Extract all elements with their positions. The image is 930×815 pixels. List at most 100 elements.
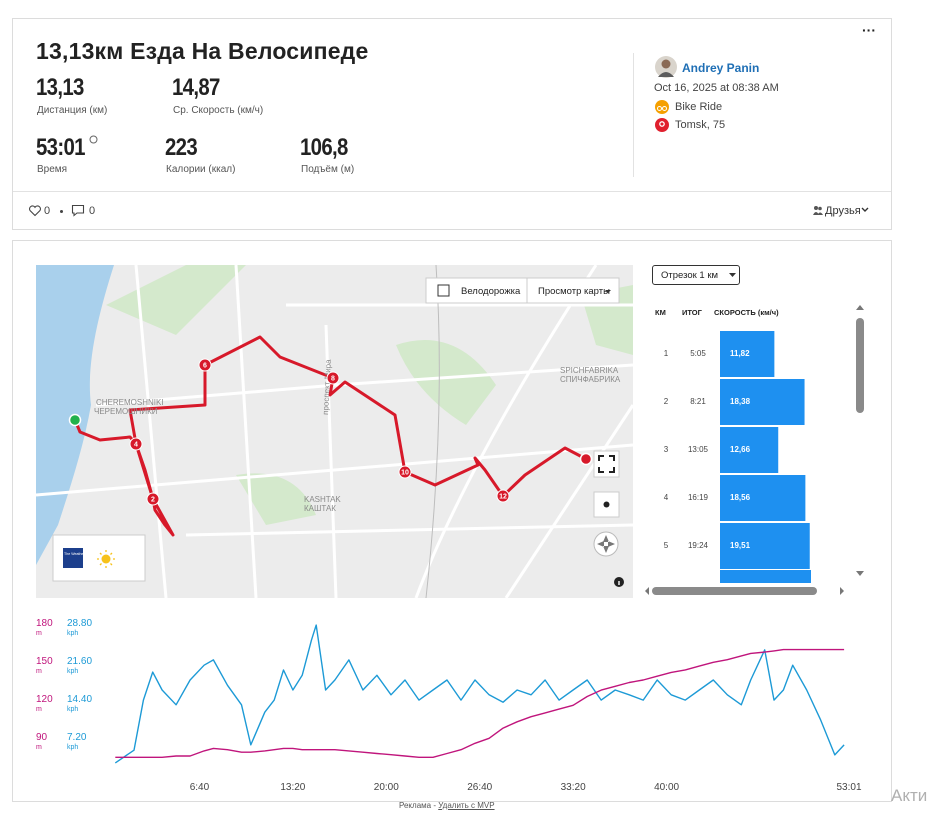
separator: [60, 210, 63, 213]
divider: [633, 53, 634, 177]
split-header: ИТОГ: [682, 308, 702, 317]
sun-icon: [101, 554, 111, 564]
y2-unit: m: [36, 744, 42, 751]
route: [73, 335, 587, 537]
fullscreen-button[interactable]: [593, 450, 620, 478]
start-marker: [68, 413, 82, 427]
km-marker-label: 2: [151, 497, 155, 504]
location-icon: [655, 118, 669, 132]
map-label: KASHTAK: [304, 495, 341, 504]
map-label: CHEREMOSHNIKI: [96, 398, 164, 407]
y2-tick-label: 90: [36, 732, 48, 743]
kudos-count: 0: [44, 205, 51, 217]
rail: [425, 265, 440, 598]
y2-unit: m: [36, 630, 42, 637]
split-speed: 12,66: [730, 445, 751, 454]
caret: [729, 273, 736, 277]
km-marker: [398, 465, 412, 479]
kudos-icon[interactable]: [28, 204, 42, 217]
split-bar: [720, 331, 775, 377]
y-unit: kph: [67, 744, 78, 751]
footer: Реклама - Удалить с MVP: [399, 801, 495, 810]
split-time: 16:19: [688, 493, 709, 502]
stat-label: Калории (ккал): [166, 164, 236, 175]
map[interactable]: CHEREMOSHNIKI ЧЕРЕМОШНИКИ проспект Мира …: [36, 265, 633, 598]
map-label: КАШТАК: [304, 504, 336, 513]
hscrollbar-thumb[interactable]: [652, 587, 817, 595]
weather-logo: [63, 548, 83, 568]
km-marker-label: 10: [401, 470, 409, 477]
split-speed: 18,38: [730, 397, 751, 406]
stat-value: 13,13: [36, 74, 84, 101]
watermark: Акти: [891, 786, 928, 805]
x-tick-label: 6:40: [190, 782, 210, 793]
split-bar: [720, 379, 805, 425]
activity-date: Oct 16, 2025 at 08:38 AM: [654, 82, 779, 94]
divider: [13, 191, 891, 192]
compass-button[interactable]: [593, 531, 619, 557]
activity-card: [12, 18, 892, 230]
split-bar: [720, 523, 810, 569]
activity-title: 13,13км Езда На Велосипеде: [36, 38, 369, 64]
stat-value: 14,87: [172, 74, 220, 101]
profile-line: [115, 648, 845, 758]
checkbox[interactable]: [437, 284, 450, 297]
km-marker: [326, 371, 340, 385]
y2-tick-label: 150: [36, 656, 53, 667]
end-marker: [579, 452, 593, 466]
split-speed: 11,82: [730, 349, 750, 358]
y2-tick-label: 180: [36, 618, 53, 629]
split-km: 3: [664, 445, 669, 454]
stat-value: 106,8: [300, 134, 348, 161]
profile-line: [114, 624, 845, 764]
weather-logo-text: The Weather Channel: [64, 552, 99, 556]
km-marker-label: 6: [203, 363, 207, 370]
info-icon: [618, 581, 620, 585]
y-tick-label: 14.40: [67, 694, 92, 705]
x-tick-label: 20:00: [374, 782, 399, 793]
splits-table: 1 5:05 11,82 2 8:21 18,38 3 13:05 12,66 4 16:19 18,…: [645, 305, 864, 595]
x-tick-label: 40:00: [654, 782, 679, 793]
map-label: СПИЧФАБРИКА: [560, 375, 621, 384]
split-speed: 18,56: [730, 493, 751, 502]
y2-unit: m: [36, 706, 42, 713]
remove-ads-link[interactable]: Удалить с MVP: [438, 801, 495, 810]
split-selector[interactable]: [652, 265, 740, 285]
split-header: СКОРОСТЬ (км/ч): [714, 308, 779, 317]
x-tick-label: 13:20: [280, 782, 305, 793]
y-tick-label: 28.80: [67, 618, 92, 629]
y-unit: kph: [67, 706, 78, 713]
map-view-button[interactable]: [526, 277, 620, 304]
sun-rays: [97, 550, 115, 568]
chevron: [861, 207, 869, 212]
recenter-icon: [603, 501, 610, 508]
ad-label: Реклама -: [399, 801, 436, 810]
profile-chart: 90m120m150m180m7.20kph14.40kph21.60kph28…: [36, 618, 862, 793]
stat-label: Ср. Скорость (км/ч): [173, 105, 264, 116]
comments-icon[interactable]: [71, 204, 85, 217]
map-labels: CHEREMOSHNIKI ЧЕРЕМОШНИКИ проспект Мира …: [94, 359, 621, 513]
stat-label: Подъём (м): [301, 164, 355, 175]
location: Tomsk, 75: [675, 119, 726, 131]
km-marker-label: 4: [134, 442, 138, 449]
km-marker: [198, 358, 212, 372]
info-icon[interactable]: [89, 135, 98, 144]
km-marker: [146, 492, 160, 506]
split-bar: [720, 427, 779, 473]
split-km: 5: [664, 541, 669, 550]
athlete-name[interactable]: Andrey Panin: [682, 61, 760, 75]
map-label: проспект Мира: [321, 359, 333, 415]
toggle-label: Велодорожка: [461, 286, 521, 297]
visibility[interactable]: Друзья: [825, 205, 861, 217]
km-markers: 2 4 6 8 10 12: [129, 358, 510, 506]
x-tick-label: 26:40: [467, 782, 492, 793]
scrollbar-thumb[interactable]: [856, 318, 864, 413]
compass-icon: [597, 535, 615, 553]
caret: [605, 290, 611, 293]
more-menu[interactable]: ···: [862, 22, 876, 38]
split-header: КМ: [655, 308, 666, 317]
x-tick-label: 33:20: [561, 782, 586, 793]
comments-count: 0: [89, 205, 96, 217]
avatar[interactable]: [655, 56, 677, 78]
